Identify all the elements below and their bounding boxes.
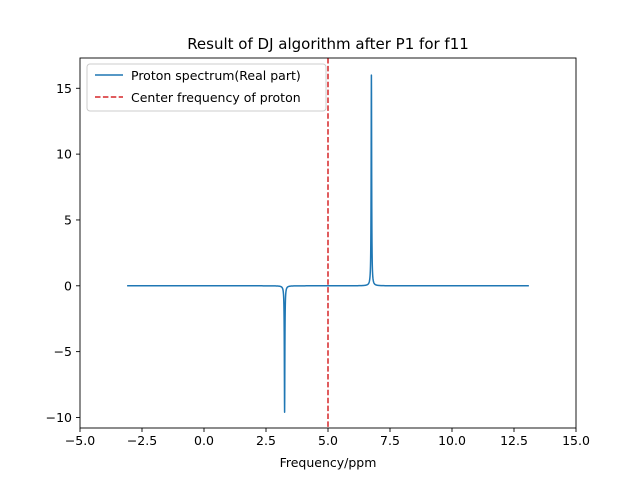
- y-tick-label: −5: [54, 344, 72, 359]
- x-tick-label: 2.5: [256, 433, 276, 448]
- axes-layer: −5.0 −2.5 0.0 2.5 5.0 7.5 10.0 12.5 15.0 −10 −5 0 5 1…: [46, 57, 590, 448]
- y-tick-label: 10: [56, 147, 72, 162]
- legend-label-spectrum: Proton spectrum(Real part): [131, 68, 301, 83]
- x-tick-label: 5.0: [318, 433, 338, 448]
- legend-label-center: Center frequency of proton: [131, 90, 301, 105]
- x-tick-label: 15.0: [562, 433, 590, 448]
- x-axis-title: Frequency/ppm: [280, 455, 377, 470]
- series-layer: [126, 58, 530, 428]
- x-tick-label: −2.5: [127, 433, 157, 448]
- x-tick-label: 0.0: [194, 433, 214, 448]
- chart-title: Result of DJ algorithm after P1 for f11: [187, 35, 469, 53]
- legend-frame: [86, 63, 327, 112]
- y-tick-label: 0: [64, 278, 72, 293]
- x-tick-label: −5.0: [65, 433, 95, 448]
- y-tick-label: −10: [46, 410, 72, 425]
- y-tick-label: 15: [56, 81, 72, 96]
- x-tick-label: 7.5: [380, 433, 400, 448]
- x-tick-label: 12.5: [500, 433, 528, 448]
- y-tick-label: 5: [64, 212, 72, 227]
- series-line-proton-spectrum: [126, 74, 530, 413]
- legend: Proton spectrum(Real part) Center freque…: [86, 63, 327, 112]
- x-tick-label: 10.0: [438, 433, 466, 448]
